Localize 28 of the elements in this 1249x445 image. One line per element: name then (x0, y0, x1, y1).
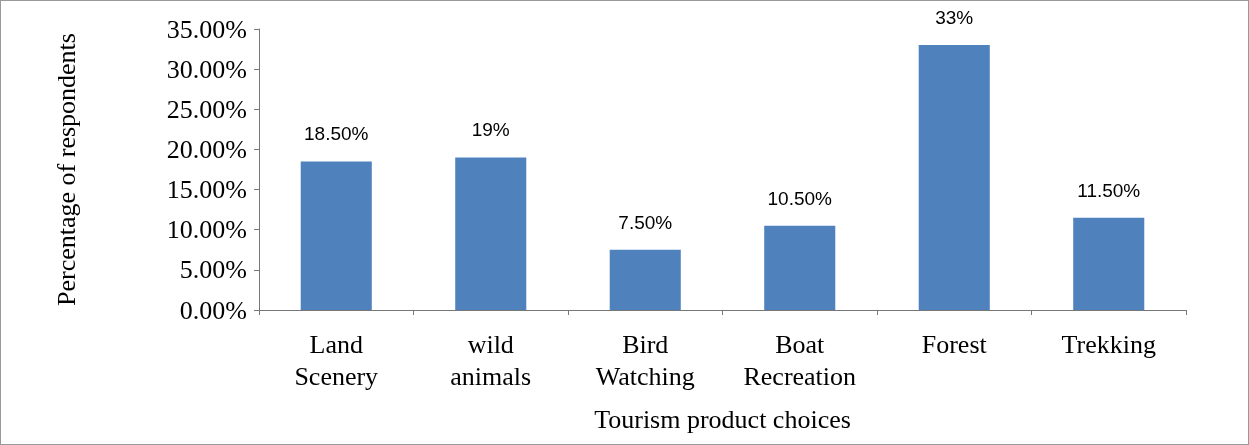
y-tick-label: 30.00% (166, 54, 247, 84)
y-tick-label: 25.00% (166, 94, 247, 124)
bar (1073, 217, 1145, 310)
y-tick-label: 5.00% (179, 255, 247, 285)
data-label: 33% (935, 7, 974, 29)
x-tick-label: Forest (921, 329, 988, 359)
x-tick-label: Land Scenery (294, 329, 379, 391)
x-tick-label: wild animals (450, 329, 532, 391)
bar (300, 161, 372, 310)
y-tick-label: 0.00% (179, 295, 247, 325)
y-axis-title: Percentage of respondents (51, 33, 81, 306)
data-label: 7.50% (618, 211, 673, 233)
x-axis-title: Tourism product choices (594, 404, 851, 434)
bar (609, 249, 681, 310)
y-tick-label: 10.00% (166, 215, 247, 245)
bar (455, 157, 527, 310)
data-label: 11.50% (1077, 179, 1141, 201)
bar (764, 225, 836, 310)
data-label: 19% (471, 119, 510, 141)
x-tick-label: Bird Watching (595, 329, 695, 391)
y-tick-label: 15.00% (166, 175, 247, 205)
data-label: 18.50% (304, 123, 369, 145)
data-label: 10.50% (767, 187, 833, 209)
x-tick-label: Boat Recreation (743, 329, 857, 391)
x-tick-label: Trekking (1061, 329, 1156, 359)
bar (918, 45, 990, 310)
y-tick-label: 20.00% (166, 134, 247, 164)
y-tick-label: 35.00% (166, 14, 247, 44)
